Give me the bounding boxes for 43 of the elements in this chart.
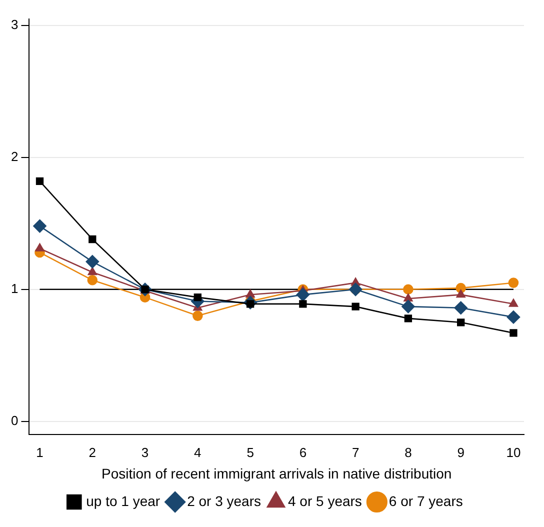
point [508, 298, 518, 307]
point [508, 278, 519, 288]
x-tick-label: 7 [352, 444, 360, 460]
point [88, 267, 97, 276]
legend-label: up to 1 year [86, 492, 160, 509]
y-tick-label: 3 [10, 16, 18, 32]
x-tick-label: 9 [457, 444, 464, 460]
x-tick-label: 6 [299, 444, 307, 460]
x-tick-label: 5 [246, 444, 254, 460]
point [194, 293, 202, 302]
point [506, 310, 520, 324]
point [456, 290, 466, 298]
point [35, 243, 44, 252]
point [192, 310, 203, 321]
point [296, 288, 310, 302]
point [352, 302, 360, 310]
legend-label: 2 or 3 years [187, 492, 262, 509]
legend-label: 6 or 7 years [388, 492, 463, 509]
point [86, 255, 100, 268]
x-tick-label: 3 [141, 444, 149, 460]
x-tick-label: 8 [404, 444, 412, 460]
x-tick-label: 1 [36, 444, 44, 460]
point [33, 219, 46, 233]
x-tick-label: 10 [506, 444, 521, 460]
x-tick-label: 2 [88, 444, 96, 460]
point [403, 284, 414, 295]
point [88, 235, 96, 244]
legend-label: 4 or 5 years [288, 492, 362, 509]
point [36, 177, 44, 185]
point [454, 301, 468, 315]
point [87, 275, 98, 286]
point [510, 329, 518, 337]
x-tick-label: 4 [194, 444, 202, 460]
point [404, 293, 413, 302]
point [404, 314, 412, 322]
y-tick-label: 2 [10, 148, 18, 164]
x-axis-title: Position of recent immigrant arrivals in native distribution [102, 465, 452, 482]
point [299, 300, 307, 308]
y-tick-label: 1 [10, 280, 18, 296]
point [402, 300, 415, 314]
point [457, 318, 465, 326]
point [246, 290, 255, 298]
y-tick-label: 0 [10, 412, 18, 428]
